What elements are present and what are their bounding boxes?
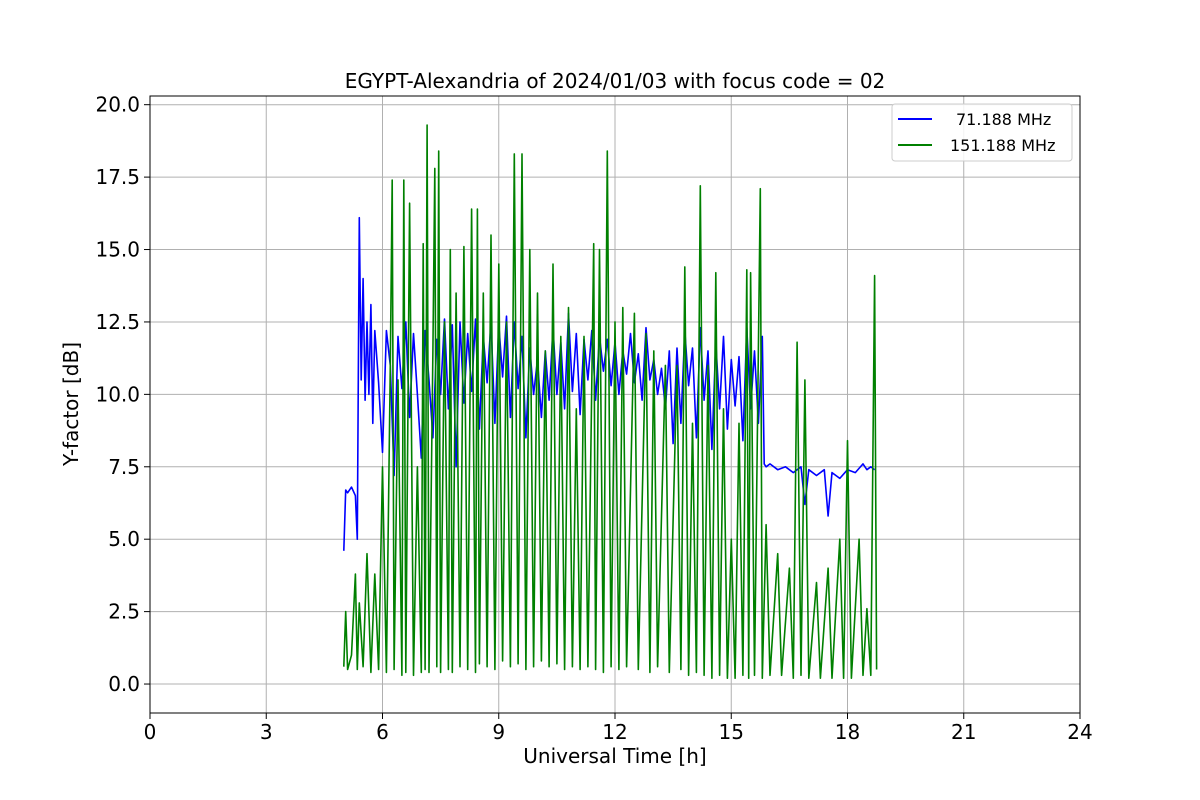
x-tick-label: 12 bbox=[602, 720, 627, 744]
x-tick-label: 21 bbox=[951, 720, 976, 744]
x-tick-label: 9 bbox=[492, 720, 505, 744]
y-tick-label: 10.0 bbox=[95, 382, 140, 406]
x-tick-label: 6 bbox=[376, 720, 389, 744]
y-tick-label: 17.5 bbox=[95, 165, 140, 189]
chart-title: EGYPT-Alexandria of 2024/01/03 with focu… bbox=[345, 69, 886, 93]
legend: 71.188 MHz 151.188 MHz bbox=[891, 103, 1073, 162]
series-line-151mhz bbox=[343, 124, 878, 679]
axis-ticks: 0 3 6 9 12 15 18 21 24 0.0 2.5 5.0 7.5 10.0 12.5 15.0 17… bbox=[95, 93, 1092, 744]
x-tick-label: 24 bbox=[1067, 720, 1092, 744]
plot-series bbox=[343, 124, 878, 679]
y-tick-label: 5.0 bbox=[108, 527, 140, 551]
y-tick-label: 0.0 bbox=[108, 672, 140, 696]
x-axis-label: Universal Time [h] bbox=[523, 744, 706, 768]
x-tick-label: 15 bbox=[719, 720, 744, 744]
series-line-71mhz bbox=[343, 216, 876, 551]
x-tick-label: 18 bbox=[835, 720, 860, 744]
x-tick-label: 0 bbox=[144, 720, 157, 744]
y-tick-label: 20.0 bbox=[95, 93, 140, 117]
legend-box bbox=[891, 103, 1073, 162]
legend-label-71mhz: 71.188 MHz bbox=[956, 110, 1051, 129]
grid bbox=[149, 96, 1081, 713]
y-tick-label: 15.0 bbox=[95, 238, 140, 262]
y-tick-label: 12.5 bbox=[95, 310, 140, 334]
y-axis-label: Y-factor [dB] bbox=[59, 342, 83, 467]
y-tick-label: 7.5 bbox=[108, 455, 140, 479]
y-tick-label: 2.5 bbox=[108, 600, 140, 624]
x-tick-label: 3 bbox=[260, 720, 273, 744]
legend-label-151mhz: 151.188 MHz bbox=[950, 136, 1055, 155]
